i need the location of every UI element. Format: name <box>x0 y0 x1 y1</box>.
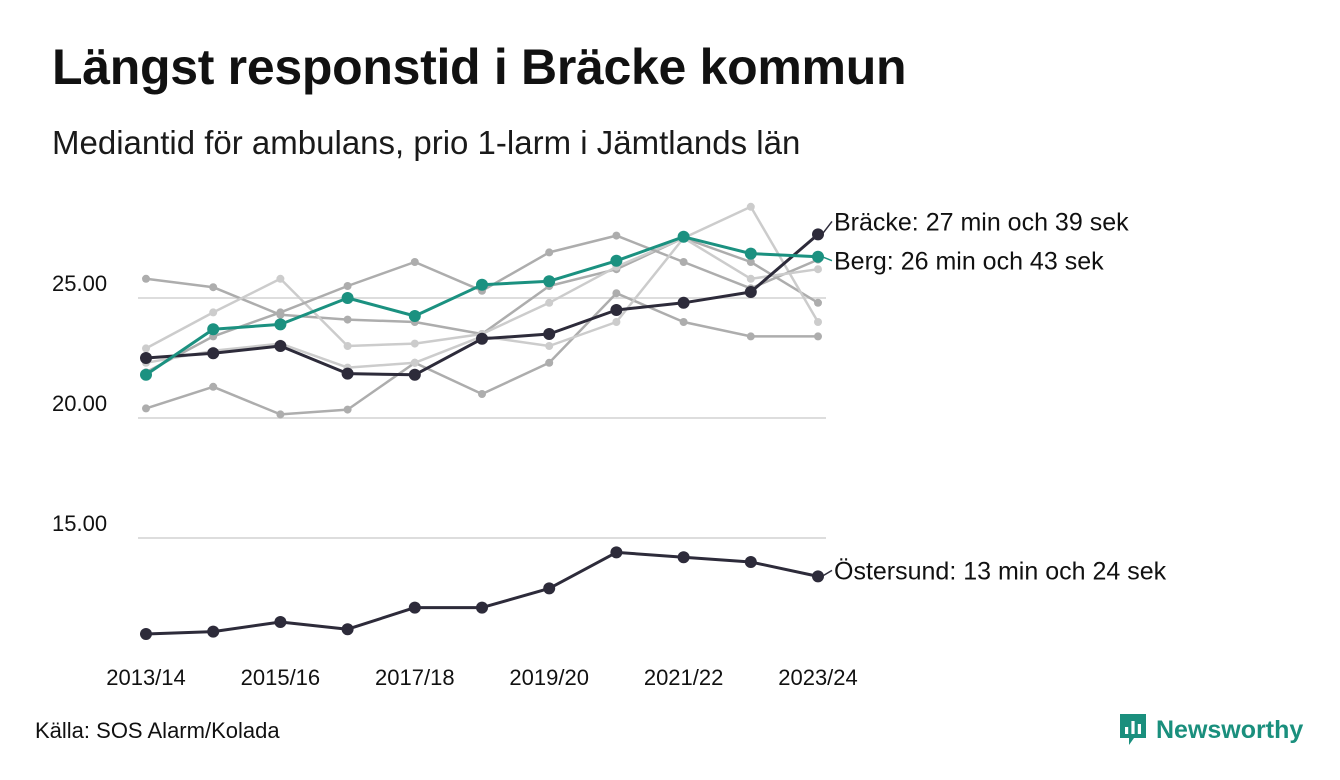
background-data-point <box>209 308 218 317</box>
data-point-berg <box>476 278 488 291</box>
data-point-östersund <box>140 628 152 640</box>
highlight-series-layer <box>140 228 824 640</box>
data-point-berg <box>341 292 354 304</box>
background-data-point <box>612 318 621 326</box>
background-data-point <box>343 405 352 414</box>
brand-logo[interactable]: Newsworthy <box>1118 712 1303 748</box>
background-data-point <box>814 332 822 341</box>
data-point-östersund <box>341 623 354 636</box>
data-point-bräcke <box>408 368 421 381</box>
series-line-östersund <box>145 550 819 636</box>
background-data-point <box>814 265 822 274</box>
data-point-bräcke <box>207 347 220 360</box>
x-tick-label: 2019/20 <box>509 665 589 690</box>
series-label-layer: Bräcke: 27 min och 39 sek Berg: 26 min oc… <box>821 208 1167 585</box>
background-data-point <box>545 358 554 367</box>
data-point-östersund <box>812 570 824 583</box>
chart-subtitle: Mediantid för ambulans, prio 1-larm i Jä… <box>52 124 801 161</box>
background-data-point <box>343 282 352 290</box>
data-point-bräcke <box>543 328 556 340</box>
data-point-bräcke <box>610 304 623 316</box>
background-data-point <box>209 283 218 292</box>
newsworthy-logo-icon <box>1120 714 1146 745</box>
data-point-bräcke <box>341 367 354 380</box>
x-tick-label: 2023/24 <box>778 665 858 690</box>
data-point-berg <box>610 254 623 267</box>
series-line-bräcke <box>145 233 819 377</box>
background-data-point <box>142 274 150 283</box>
series-label-leader <box>821 220 833 235</box>
background-series-line <box>145 234 819 374</box>
data-point-berg <box>744 247 757 260</box>
data-point-östersund <box>543 582 556 595</box>
y-tick-label: 15.00 <box>52 511 107 536</box>
background-data-point <box>276 308 285 317</box>
background-data-point <box>746 274 755 283</box>
data-point-bräcke <box>140 352 152 364</box>
background-data-point <box>545 248 554 257</box>
data-point-östersund <box>408 601 421 614</box>
chart-title: Längst responstid i Bräcke kommun <box>52 39 907 95</box>
background-data-point <box>545 298 554 307</box>
brand-name: Newsworthy <box>1156 715 1304 744</box>
data-point-berg <box>207 323 220 336</box>
x-tick-label: 2017/18 <box>375 665 455 690</box>
background-data-point <box>142 344 150 353</box>
data-point-östersund <box>207 625 220 638</box>
source-note: Källa: SOS Alarm/Kolada <box>35 718 280 743</box>
data-point-bräcke <box>677 296 690 309</box>
background-data-point <box>814 298 822 307</box>
data-point-östersund <box>610 546 623 559</box>
background-data-point <box>343 315 352 324</box>
x-tick-label: 2015/16 <box>241 665 321 690</box>
series-label-berg: Berg: 26 min och 43 sek <box>834 248 1104 276</box>
background-data-point <box>612 289 621 298</box>
background-data-point <box>679 258 688 266</box>
x-tick-label: 2013/14 <box>106 665 186 690</box>
background-data-point <box>746 332 755 341</box>
background-data-point <box>142 404 150 413</box>
background-data-point <box>679 318 688 326</box>
data-point-berg <box>543 275 556 288</box>
series-label-leader <box>821 256 833 262</box>
data-point-berg <box>812 250 824 263</box>
data-point-östersund <box>677 551 690 564</box>
y-tick-label: 25.00 <box>52 271 107 296</box>
background-data-point <box>545 342 554 350</box>
data-point-berg <box>274 318 287 331</box>
data-point-berg <box>677 230 690 243</box>
background-data-point <box>276 410 285 419</box>
x-tick-label: 2021/22 <box>644 665 724 690</box>
data-point-bräcke <box>744 286 757 298</box>
data-point-östersund <box>274 616 287 628</box>
y-tick-label: 20.00 <box>52 391 107 416</box>
background-data-point <box>612 231 621 240</box>
background-data-point <box>746 258 755 266</box>
data-point-östersund <box>476 601 488 614</box>
axis-label-layer: 15.00 20.00 25.00 2013/14 2015/16 2017/18 2019… <box>52 271 858 690</box>
background-data-point <box>343 342 352 350</box>
series-label-leader <box>821 569 833 578</box>
series-label-östersund: Östersund: 13 min och 24 sek <box>834 557 1167 585</box>
data-point-bräcke <box>476 332 488 345</box>
background-data-point <box>209 382 218 391</box>
data-point-bräcke <box>812 228 824 241</box>
background-data-point <box>814 318 822 326</box>
data-point-bräcke <box>274 340 287 352</box>
background-data-point <box>478 390 486 398</box>
background-data-point <box>410 358 419 367</box>
data-point-berg <box>408 310 421 322</box>
series-label-bräcke: Bräcke: 27 min och 39 sek <box>834 208 1129 236</box>
background-data-point <box>410 258 419 266</box>
background-data-point <box>276 274 285 283</box>
background-data-point <box>746 202 755 211</box>
background-data-point <box>410 339 419 348</box>
data-point-östersund <box>744 556 757 568</box>
line-chart: Bräcke: 27 min och 39 sek Berg: 26 min oc… <box>52 202 1167 690</box>
data-point-berg <box>140 368 152 381</box>
background-series-layer <box>142 202 822 419</box>
